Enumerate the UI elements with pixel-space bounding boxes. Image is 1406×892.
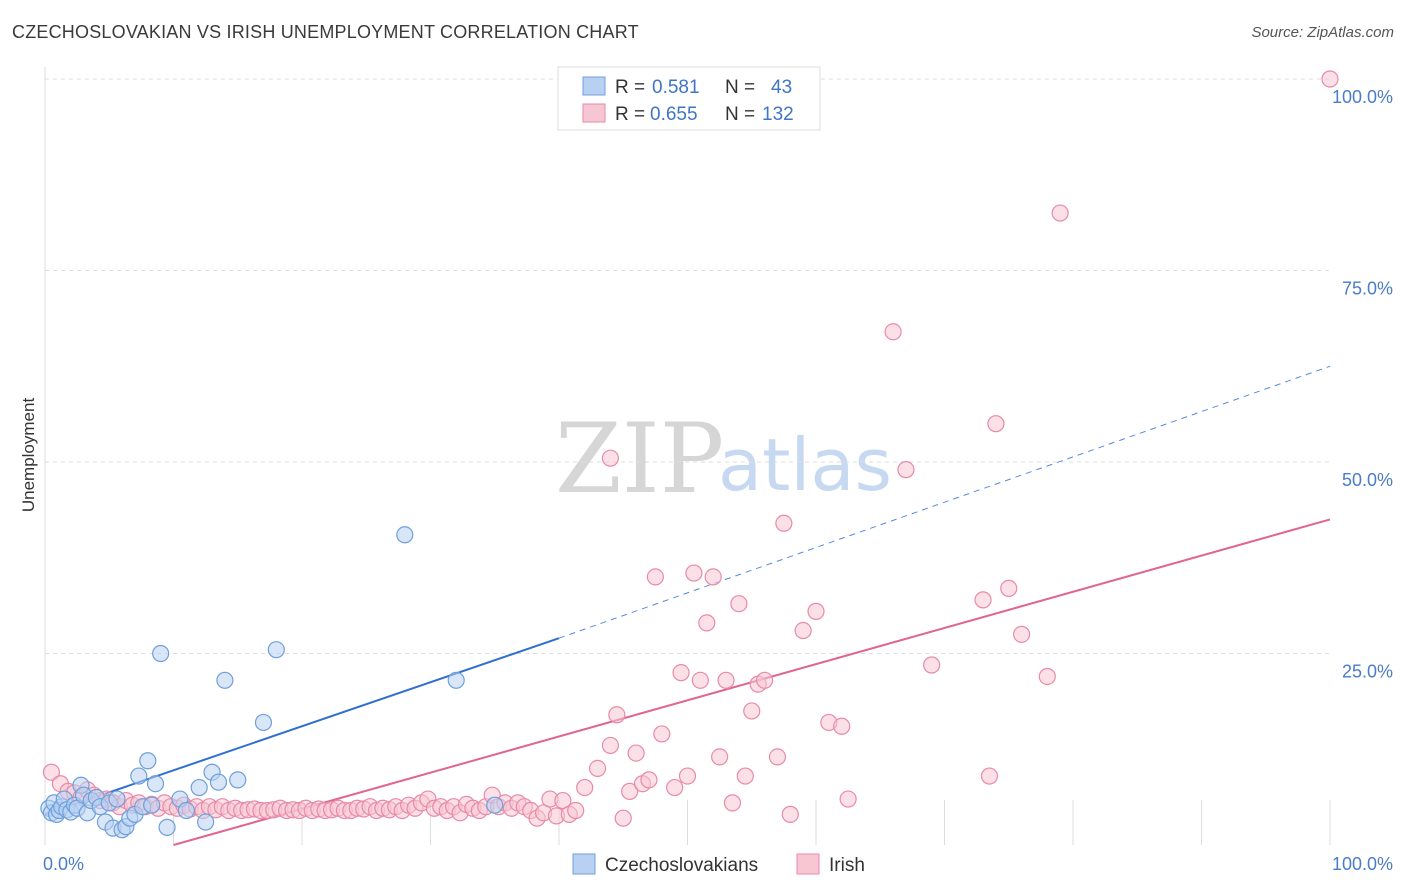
x-tick-label: 0.0%: [43, 854, 84, 874]
legend-r-label-irish: R =: [615, 104, 645, 125]
point-irish: [711, 748, 729, 766]
point-irish: [588, 759, 607, 778]
point-irish: [691, 671, 709, 689]
point-irish: [601, 736, 620, 755]
bottom-legend-label-czech: Czechoslovakians: [605, 855, 758, 876]
point-irish: [554, 791, 572, 810]
y-tick-label: 25.0%: [1342, 662, 1393, 682]
legend-r-value-irish: 0.655: [650, 104, 698, 125]
point-czech: [143, 796, 161, 814]
bottom-legend: Czechoslovakians Irish: [572, 853, 865, 876]
point-irish: [1000, 579, 1018, 597]
point-czech: [267, 641, 285, 659]
point-irish: [704, 568, 722, 586]
point-czech: [158, 818, 176, 836]
point-irish: [621, 782, 639, 800]
point-czech: [396, 526, 414, 544]
point-irish: [807, 602, 825, 620]
point-irish: [768, 748, 787, 766]
y-tick-label: 50.0%: [1342, 470, 1393, 490]
point-czech: [486, 796, 504, 814]
point-irish: [608, 706, 626, 724]
watermark-zip: ZIP: [555, 403, 724, 515]
point-irish: [980, 767, 999, 785]
point-irish: [987, 415, 1005, 433]
point-irish: [640, 771, 658, 789]
y-axis-label: Unemployment: [19, 398, 38, 513]
point-irish: [576, 778, 594, 797]
point-irish: [685, 564, 703, 582]
point-irish: [723, 794, 742, 812]
point-irish: [730, 595, 748, 613]
point-irish: [614, 809, 632, 827]
point-czech: [209, 773, 228, 791]
data-points: [40, 70, 1339, 839]
trend-line-czech: [44, 637, 560, 816]
point-irish: [884, 323, 902, 341]
legend-n-value-czech: 43: [771, 77, 792, 98]
point-czech: [216, 671, 234, 689]
point-irish: [755, 671, 774, 689]
axes: 25.0% 50.0% 75.0% 100.0% 0.0% 100.0%: [43, 67, 1393, 874]
point-irish: [1051, 204, 1069, 222]
point-irish: [743, 702, 761, 720]
y-tick-label: 75.0%: [1342, 279, 1393, 299]
point-irish: [653, 725, 671, 743]
point-irish: [781, 805, 799, 823]
legend-box: R = 0.581 N = 43 R = 0.655 N = 132: [557, 66, 821, 131]
point-irish: [666, 778, 684, 797]
trend-line-czech-extension: [558, 365, 1331, 639]
legend-r-label-czech: R =: [615, 77, 645, 98]
x-tick-label: 100.0%: [1332, 854, 1393, 874]
point-czech: [152, 644, 170, 663]
point-czech: [254, 713, 273, 732]
point-irish: [1321, 70, 1339, 88]
point-irish: [567, 801, 585, 820]
point-czech: [229, 771, 247, 789]
point-czech: [130, 767, 148, 785]
point-irish: [1038, 667, 1056, 686]
point-irish: [672, 664, 690, 682]
point-irish: [775, 514, 793, 532]
point-czech: [146, 775, 165, 793]
point-irish: [794, 621, 812, 640]
legend-n-label-czech: N =: [725, 77, 755, 98]
point-czech: [139, 752, 157, 770]
legend-swatch-czech: [582, 76, 606, 96]
point-irish: [923, 656, 941, 674]
point-irish: [627, 744, 645, 762]
chart-title: CZECHOSLOVAKIAN VS IRISH UNEMPLOYMENT CO…: [12, 22, 639, 42]
bottom-legend-swatch-czech: [572, 853, 596, 875]
point-irish: [678, 767, 697, 785]
watermark-atlas: atlas: [718, 423, 892, 507]
point-czech: [190, 778, 208, 797]
point-irish: [974, 591, 992, 609]
point-irish: [839, 790, 857, 808]
point-czech: [177, 801, 195, 820]
bottom-legend-swatch-irish: [796, 853, 820, 875]
point-czech: [108, 790, 126, 808]
point-irish: [42, 763, 61, 781]
point-irish: [717, 671, 735, 689]
point-irish: [646, 568, 664, 586]
y-tick-label: 100.0%: [1332, 87, 1393, 107]
point-irish: [601, 449, 620, 467]
legend-n-label-irish: N =: [725, 104, 755, 125]
point-irish: [1012, 625, 1031, 643]
legend-r-value-czech: 0.581: [652, 77, 700, 98]
point-czech: [447, 671, 465, 689]
point-irish: [698, 614, 716, 632]
point-czech: [197, 813, 215, 831]
gridlines: [45, 78, 1330, 654]
point-irish: [736, 767, 754, 785]
legend-swatch-irish: [582, 103, 606, 123]
point-irish: [833, 717, 851, 735]
legend-n-value-irish: 132: [762, 104, 794, 125]
point-irish: [897, 461, 915, 479]
bottom-legend-label-irish: Irish: [829, 855, 865, 876]
source-label: Source: ZipAtlas.com: [1251, 24, 1394, 41]
